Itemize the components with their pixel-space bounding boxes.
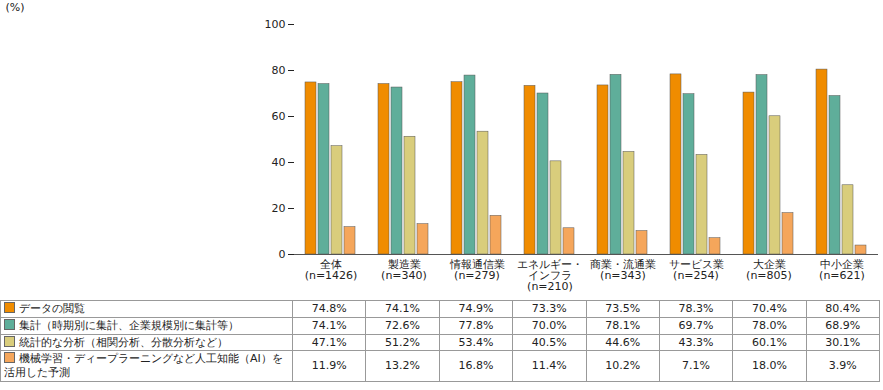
html-text:68.9%: 68.9% [825,318,861,332]
html-text:統計的な分析（相関分析、分散分析など）: 統計的な分析（相関分析、分散分析など） [19,335,228,349]
html-text:78.3%: 78.3% [678,302,714,315]
html-text:69.7%: 69.7% [678,318,714,332]
svg-text:サービス業(n=254): サービス業(n=254) [669,258,724,282]
html-text:18.0%: 18.0% [752,359,787,373]
html-text:80.4%: 80.4% [825,302,861,315]
html-text:集計（時期別に集計、企業規模別に集計等）: 集計（時期別に集計、企業規模別に集計等） [19,318,239,332]
html-text:40.5%: 40.5% [531,335,567,349]
html-text:74.8%: 74.8% [311,302,347,315]
html-text:77.8%: 77.8% [458,318,494,332]
svg-text:商業・流通業(n=343): 商業・流通業(n=343) [590,258,656,282]
html-text:10.2%: 10.2% [605,359,641,373]
html-text:51.2%: 51.2% [385,335,420,349]
svg-text:40: 40 [272,156,286,169]
svg-text:60: 60 [272,110,286,123]
svg-text:エネルギー・インフラ(n=210): エネルギー・インフラ(n=210) [517,258,583,293]
svg-text:80: 80 [272,64,286,77]
html-text:78.1%: 78.1% [605,318,641,332]
html-text:11.9%: 11.9% [311,359,347,373]
html-text:11.4%: 11.4% [531,359,567,373]
svg-text:0: 0 [279,248,286,261]
html-text:72.6%: 72.6% [385,318,420,332]
svg-text:(%): (%) [6,1,25,14]
html-text:データの閲覧: データの閲覧 [19,302,85,315]
html-text:60.1%: 60.1% [752,335,787,349]
html-text:44.6%: 44.6% [605,335,641,349]
html-text:30.1%: 30.1% [825,335,861,349]
html-text:74.9%: 74.9% [458,302,494,315]
html-text:7.1%: 7.1% [682,359,710,373]
html-text:13.2%: 13.2% [385,359,420,373]
svg-text:大企業(n=805): 大企業(n=805) [746,258,792,282]
html-text:74.1%: 74.1% [311,318,347,332]
html-text:78.0%: 78.0% [752,318,787,332]
html-text:43.3%: 43.3% [678,335,714,349]
html-text:53.4%: 53.4% [458,335,494,349]
svg-text:全体(n=1426): 全体(n=1426) [305,258,358,282]
html-text:3.9%: 3.9% [828,359,857,373]
html-text:47.1%: 47.1% [311,335,347,349]
svg-text:情報通信業(n=279): 情報通信業(n=279) [449,258,505,282]
svg-text:100: 100 [265,18,286,31]
svg-text:20: 20 [272,202,286,215]
svg-text:製造業(n=340): 製造業(n=340) [381,258,427,282]
svg-text:中小企業(n=621): 中小企業(n=621) [819,258,865,282]
html-text:74.1%: 74.1% [385,302,420,315]
html-text:73.3%: 73.3% [531,302,567,315]
html-text:73.5%: 73.5% [605,302,641,315]
html-text:70.0%: 70.0% [531,318,567,332]
html-text:機械学習・ディープラーニングなど人工知能（AI）を活用した予: 機械学習・ディープラーニングなど人工知能（AI）を活用した予測 [4,352,283,379]
html-text:16.8%: 16.8% [458,359,494,373]
html-text:70.4%: 70.4% [752,302,787,315]
